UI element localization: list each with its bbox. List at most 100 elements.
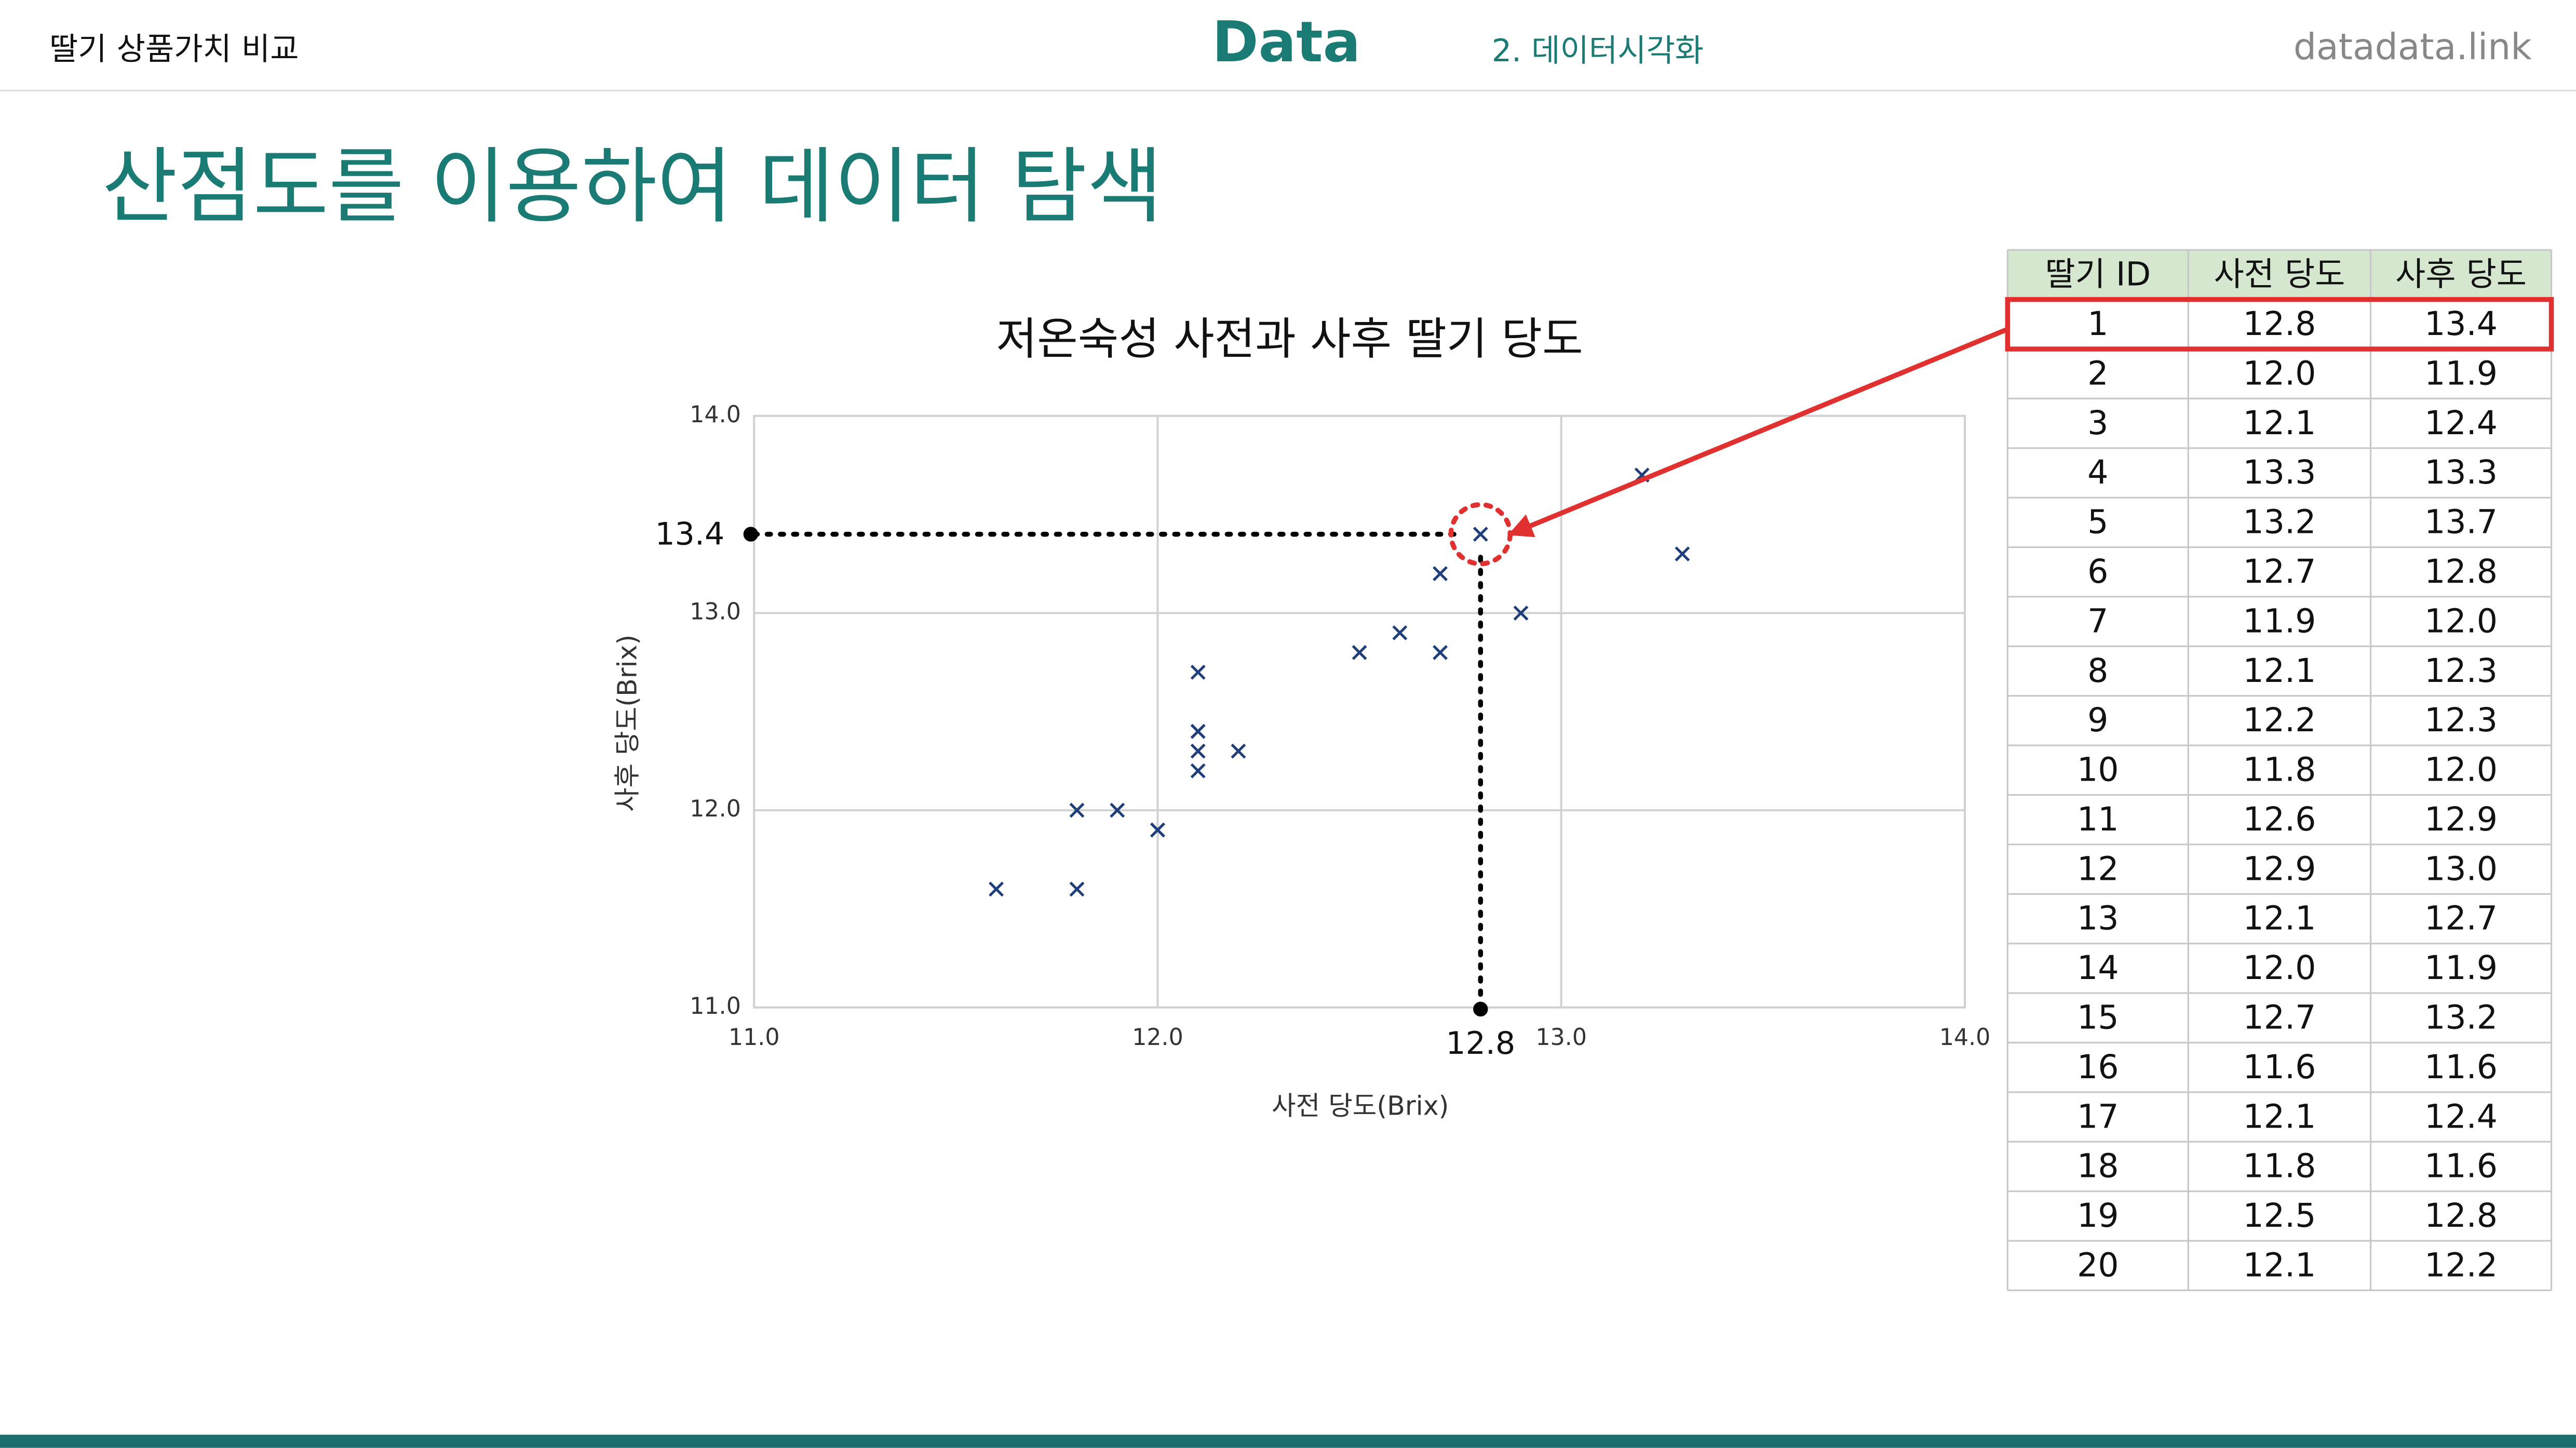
table-cell: 5 (2087, 503, 2108, 541)
table-cell: 3 (2087, 404, 2108, 442)
table-cell: 12.9 (2424, 800, 2498, 838)
arrow (1507, 327, 2009, 538)
point (1190, 743, 1206, 759)
table-cell: 1 (2087, 304, 2108, 343)
point (1150, 822, 1165, 838)
table-cell: 12.0 (2424, 601, 2498, 640)
table-cell: 11.6 (2424, 1048, 2498, 1086)
point (1473, 527, 1488, 542)
point (1069, 881, 1085, 897)
point (1190, 763, 1206, 779)
y-tick-label: 11.0 (690, 993, 741, 1020)
table-cell: 13.2 (2424, 998, 2498, 1037)
table-cell: 12.7 (2424, 899, 2498, 937)
table-cell: 2 (2087, 354, 2108, 392)
table-cell: 9 (2087, 701, 2108, 739)
y-tick-label: 12.0 (690, 796, 741, 822)
row-highlight (2005, 297, 2554, 352)
table-cell: 12 (2077, 849, 2119, 888)
table-cell: 13 (2077, 899, 2119, 937)
table-cell: 11.9 (2424, 354, 2498, 392)
table-cell: 20 (2077, 1245, 2119, 1284)
table-cell: 12.5 (2243, 1196, 2316, 1235)
table-cell: 12.6 (2243, 800, 2316, 838)
table-cell: 12.7 (2243, 552, 2316, 591)
table-header-cell: 딸기 ID (2045, 255, 2151, 293)
point (1231, 743, 1246, 759)
table-cell: 12.4 (2424, 404, 2498, 442)
guide-dot (743, 527, 759, 542)
table-cell: 12.3 (2424, 651, 2498, 690)
table-cell: 12.0 (2243, 948, 2316, 987)
x-tick-label: 14.0 (1939, 1024, 1991, 1051)
table-cell: 11.9 (2424, 948, 2498, 987)
table-cell: 11 (2077, 800, 2119, 838)
table-cell: 12.8 (2243, 304, 2316, 343)
highlight-y-label: 13.4 (655, 516, 724, 552)
table-cell: 11.8 (2243, 750, 2316, 789)
chart-title: 저온숙성 사전과 사후 딸기 당도 (996, 314, 1583, 365)
table-cell: 13.4 (2424, 304, 2498, 343)
table-cell: 12.1 (2243, 651, 2316, 690)
table-cell: 10 (2077, 750, 2119, 789)
table-cell: 13.3 (2243, 453, 2316, 491)
section: 2. 데이터시각화 (1492, 33, 1704, 69)
point (1190, 723, 1206, 739)
table-cell: 19 (2077, 1196, 2119, 1235)
slide-title: 산점도를 이용하여 데이터 탐색 (102, 139, 1163, 235)
point (1675, 546, 1690, 561)
table-cell: 13.7 (2424, 503, 2498, 541)
table-cell: 18 (2077, 1147, 2119, 1185)
table-cell: 6 (2087, 552, 2108, 591)
table-cell: 11.8 (2243, 1147, 2316, 1185)
site: datadata.link (2294, 26, 2532, 68)
table-cell: 15 (2077, 998, 2119, 1037)
x-tick-label: 13.0 (1535, 1024, 1587, 1051)
table-header-cell: 사후 당도 (2395, 255, 2527, 293)
table-cell: 12.2 (2243, 701, 2316, 739)
table-cell: 7 (2087, 601, 2108, 640)
x-tick-label: 11.0 (729, 1024, 780, 1051)
table-header-cell: 사전 당도 (2214, 255, 2345, 293)
y-tick-label: 13.0 (690, 598, 741, 625)
table-cell: 12.8 (2424, 1196, 2498, 1235)
table-cell: 12.1 (2243, 404, 2316, 442)
point (1513, 605, 1529, 621)
table-cell: 11.9 (2243, 601, 2316, 640)
point (1110, 802, 1125, 818)
table-cell: 12.7 (2243, 998, 2316, 1037)
table: 딸기 ID 사전 당도 사후 당도 1 12.8 13.4 2 12.0 11.9 3 12.1 12… (1507, 249, 2554, 1292)
guide-dot (1473, 1001, 1488, 1017)
table-cell: 11.6 (2424, 1147, 2498, 1185)
point (1190, 664, 1206, 680)
logo: Data (1212, 10, 1360, 75)
x-axis-label: 사전 당도(Brix) (1272, 1090, 1449, 1121)
table-cell: 13.0 (2424, 849, 2498, 888)
table-cell: 12.4 (2424, 1097, 2498, 1135)
table-cell: 12.1 (2243, 1097, 2316, 1135)
table-cell: 4 (2087, 453, 2108, 491)
table-cell: 13.2 (2243, 503, 2316, 541)
highlight-x-label: 12.8 (1446, 1025, 1515, 1062)
x-tick-label: 12.0 (1132, 1024, 1183, 1051)
table-cell: 12.2 (2424, 1245, 2498, 1284)
table-cell: 14 (2077, 948, 2119, 987)
table-cell: 12.0 (2424, 750, 2498, 789)
point (1392, 625, 1408, 640)
table-cell: 16 (2077, 1048, 2119, 1086)
table-header-bg (2007, 250, 2552, 300)
table-cell: 17 (2077, 1097, 2119, 1135)
table-cell: 12.0 (2243, 354, 2316, 392)
table-cell: 12.8 (2424, 552, 2498, 591)
table-cell: 13.3 (2424, 453, 2498, 491)
point (1069, 802, 1085, 818)
point (1433, 566, 1448, 581)
point (1433, 645, 1448, 660)
table-cell: 12.1 (2243, 1245, 2316, 1284)
table-cell: 12.1 (2243, 899, 2316, 937)
point (989, 881, 1004, 897)
